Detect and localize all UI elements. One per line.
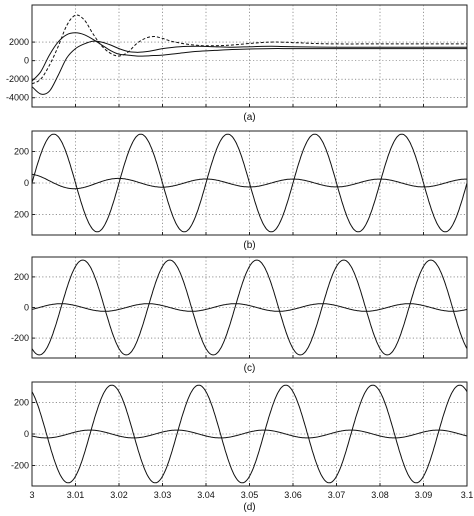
y-tick-label: 0	[24, 303, 29, 313]
y-tick-label: -4000	[6, 93, 29, 103]
y-tick-label: 2000	[9, 37, 29, 47]
x-tick-label: 3.07	[328, 490, 346, 500]
series-line-1	[32, 384, 467, 484]
series-line-2	[32, 32, 467, 82]
x-tick-label: 3.1	[461, 490, 474, 500]
x-tick-label: 3.03	[154, 490, 172, 500]
y-tick-label: 0	[24, 429, 29, 439]
panel-a: 2000 0 -2000 -4000 (a)	[6, 4, 468, 123]
series-line-1	[32, 14, 467, 85]
x-tick-label: 3.06	[284, 490, 302, 500]
panel-caption: (a)	[243, 112, 255, 123]
series-line-2	[32, 429, 467, 439]
x-tick-label: 3.09	[415, 490, 433, 500]
panel-b: 200 0 200 (b)	[14, 130, 468, 251]
series-line-1	[32, 259, 467, 356]
y-tick-label: -200	[11, 333, 29, 343]
x-tick-label: 3.08	[371, 490, 389, 500]
series-line-1	[32, 133, 467, 233]
x-tick-label: 3.05	[241, 490, 259, 500]
series-line-2	[32, 173, 467, 190]
x-tick-label: 3.04	[197, 490, 215, 500]
x-tick-label: 3	[29, 490, 34, 500]
x-tick-label: 3.02	[110, 490, 128, 500]
series-line-3	[32, 40, 467, 95]
y-tick-label: -200	[11, 461, 29, 471]
panel-c: 200 0 -200 (c)	[11, 256, 468, 374]
y-tick-label: -2000	[6, 74, 29, 84]
panel-d: 3 3.01 3.02 3.03 3.04 3.05 3.06 3.07 3.08 3.09 3.1…	[11, 381, 474, 513]
y-tick-label: 200	[14, 146, 29, 156]
y-tick-label: 200	[14, 272, 29, 282]
y-tick-label: 0	[24, 178, 29, 188]
panel-caption: (b)	[243, 240, 255, 251]
y-tick-label: 200	[14, 210, 29, 220]
y-tick-label: 0	[24, 56, 29, 66]
y-tick-label: 200	[14, 397, 29, 407]
x-tick-label: 3.01	[67, 490, 85, 500]
series-line-2	[32, 303, 467, 312]
panel-caption: (d)	[243, 502, 255, 513]
panel-caption: (c)	[244, 363, 256, 374]
